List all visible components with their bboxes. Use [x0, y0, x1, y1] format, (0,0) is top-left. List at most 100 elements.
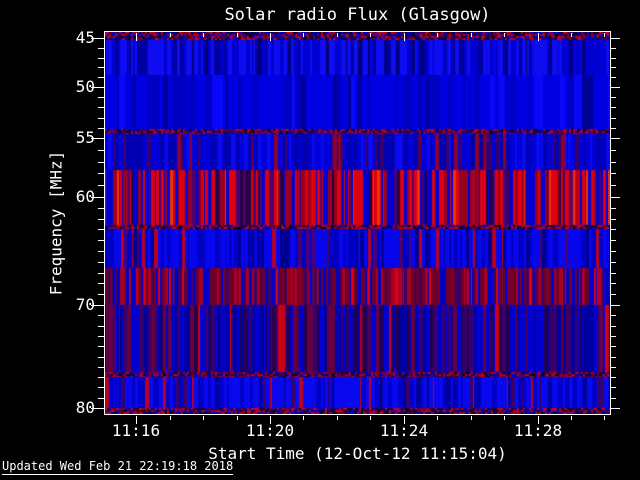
x-major-tick-top	[404, 33, 405, 41]
y-minor-tick-right	[611, 251, 616, 252]
y-minor-tick-right	[611, 346, 616, 347]
x-major-tick	[270, 416, 271, 424]
x-minor-tick	[437, 416, 438, 420]
y-minor-tick-right	[611, 229, 616, 230]
y-major-tick	[91, 38, 104, 39]
x-minor-tick	[337, 416, 338, 420]
y-minor-tick	[98, 48, 104, 49]
x-tick-label: 11:20	[245, 421, 295, 440]
y-minor-tick	[98, 377, 104, 378]
y-minor-tick	[98, 208, 104, 209]
y-minor-tick	[98, 219, 104, 220]
y-minor-tick-right	[611, 128, 616, 129]
y-minor-tick	[98, 398, 104, 399]
y-minor-tick	[98, 185, 104, 186]
x-major-tick-top	[270, 33, 271, 41]
x-minor-tick-top	[604, 33, 605, 37]
y-minor-tick	[98, 128, 104, 129]
y-minor-tick-right	[611, 118, 616, 119]
x-minor-tick	[471, 416, 472, 420]
y-minor-tick	[98, 387, 104, 388]
x-major-tick-top	[136, 33, 137, 41]
y-minor-tick	[98, 315, 104, 316]
x-tick-label: 11:24	[379, 421, 429, 440]
y-minor-tick-right	[611, 162, 616, 163]
x-minor-tick-top	[303, 33, 304, 37]
y-minor-tick	[98, 367, 104, 368]
y-minor-tick	[98, 173, 104, 174]
x-minor-tick	[370, 416, 371, 420]
y-major-tick-right	[611, 138, 620, 139]
x-minor-tick-top	[571, 33, 572, 37]
y-minor-tick	[98, 118, 104, 119]
x-minor-tick	[170, 416, 171, 420]
y-major-tick-right	[611, 197, 620, 198]
y-minor-tick	[98, 77, 104, 78]
page-title: Solar radio Flux (Glasgow)	[224, 5, 491, 25]
x-minor-tick	[604, 416, 605, 420]
x-minor-tick	[203, 416, 204, 420]
y-minor-tick	[98, 67, 104, 68]
y-minor-tick	[98, 283, 104, 284]
y-minor-tick-right	[611, 219, 616, 220]
y-minor-tick	[98, 326, 104, 327]
y-minor-tick-right	[611, 107, 616, 108]
x-major-tick	[538, 416, 539, 424]
x-minor-tick-top	[337, 33, 338, 37]
y-major-tick-right	[611, 305, 620, 306]
y-tick-label: 60	[75, 187, 95, 206]
spectrogram-canvas	[105, 32, 610, 414]
y-minor-tick	[98, 150, 104, 151]
y-tick-label: 70	[75, 295, 95, 314]
x-major-tick	[404, 416, 405, 424]
y-minor-tick	[98, 262, 104, 263]
x-minor-tick-top	[437, 33, 438, 37]
y-major-tick-right	[611, 38, 620, 39]
y-minor-tick-right	[611, 262, 616, 263]
plot-frame	[104, 31, 611, 415]
y-minor-tick-right	[611, 387, 616, 388]
y-minor-tick-right	[611, 58, 616, 59]
y-minor-tick	[98, 58, 104, 59]
x-minor-tick-top	[170, 33, 171, 37]
y-minor-tick-right	[611, 97, 616, 98]
x-minor-tick-top	[370, 33, 371, 37]
y-major-tick	[91, 408, 104, 409]
y-major-tick	[91, 87, 104, 88]
y-minor-tick	[98, 251, 104, 252]
y-minor-tick-right	[611, 326, 616, 327]
y-minor-tick-right	[611, 336, 616, 337]
y-minor-tick	[98, 336, 104, 337]
y-minor-tick-right	[611, 357, 616, 358]
y-minor-tick-right	[611, 283, 616, 284]
updated-timestamp: Updated Wed Feb 21 22:19:18 2018	[2, 459, 234, 475]
y-minor-tick	[98, 240, 104, 241]
x-major-tick-top	[538, 33, 539, 41]
y-minor-tick-right	[611, 77, 616, 78]
y-major-tick-right	[611, 87, 620, 88]
y-minor-tick-right	[611, 67, 616, 68]
y-minor-tick	[98, 107, 104, 108]
x-minor-tick-top	[237, 33, 238, 37]
x-minor-tick-top	[471, 33, 472, 37]
y-minor-tick	[98, 273, 104, 274]
x-major-tick	[136, 416, 137, 424]
y-minor-tick	[98, 97, 104, 98]
y-minor-tick-right	[611, 367, 616, 368]
y-minor-tick	[98, 346, 104, 347]
x-minor-tick	[571, 416, 572, 420]
y-major-tick	[91, 305, 104, 306]
x-tick-label: 11:16	[111, 421, 161, 440]
x-minor-tick	[504, 416, 505, 420]
y-minor-tick-right	[611, 150, 616, 151]
y-major-tick-right	[611, 408, 620, 409]
y-major-tick	[91, 197, 104, 198]
y-tick-label: 55	[75, 128, 95, 147]
y-minor-tick-right	[611, 294, 616, 295]
y-minor-tick-right	[611, 48, 616, 49]
y-tick-label: 50	[75, 77, 95, 96]
y-minor-tick	[98, 357, 104, 358]
y-minor-tick	[98, 162, 104, 163]
x-tick-label: 11:28	[513, 421, 563, 440]
